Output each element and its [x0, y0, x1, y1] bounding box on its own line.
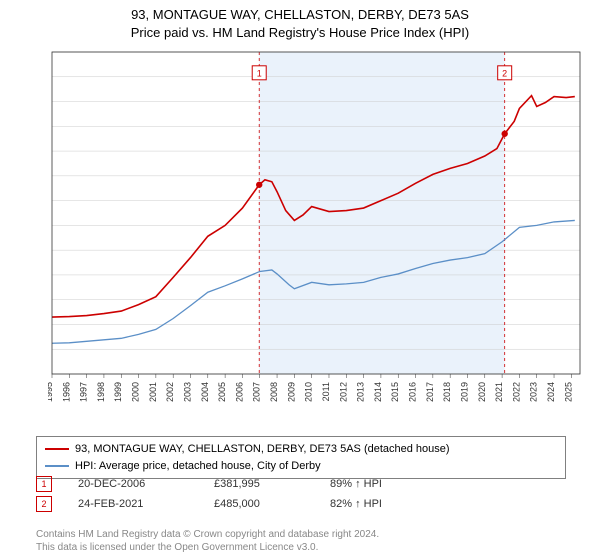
legend: 93, MONTAGUE WAY, CHELLASTON, DERBY, DE7…: [36, 436, 566, 479]
x-tick-label: 2002: [165, 382, 175, 402]
x-tick-label: 2021: [494, 382, 504, 402]
x-tick-label: 2015: [390, 382, 400, 402]
footnote-line2: This data is licensed under the Open Gov…: [36, 541, 379, 554]
x-tick-label: 2009: [286, 382, 296, 402]
shaded-region: [259, 52, 504, 374]
title-line1: 93, MONTAGUE WAY, CHELLASTON, DERBY, DE7…: [0, 6, 600, 24]
legend-swatch: [45, 465, 69, 467]
sale-row-date: 20-DEC-2006: [78, 478, 188, 490]
x-tick-label: 2013: [356, 382, 366, 402]
x-tick-label: 2006: [234, 382, 244, 402]
x-tick-label: 2001: [148, 382, 158, 402]
x-tick-label: 1995: [48, 382, 54, 402]
sale-marker-dot: [501, 131, 507, 137]
chart: £0£50K£100K£150K£200K£250K£300K£350K£400…: [48, 48, 588, 418]
sale-row: 1 20-DEC-2006 £381,995 89% ↑ HPI: [36, 476, 566, 492]
x-tick-label: 1998: [96, 382, 106, 402]
x-tick-label: 2023: [529, 382, 539, 402]
x-tick-label: 1996: [61, 382, 71, 402]
sale-row-hpi: 82% ↑ HPI: [330, 498, 430, 510]
title-block: 93, MONTAGUE WAY, CHELLASTON, DERBY, DE7…: [0, 0, 600, 42]
x-tick-label: 2005: [217, 382, 227, 402]
sale-row-marker: 2: [36, 496, 52, 512]
legend-row: 93, MONTAGUE WAY, CHELLASTON, DERBY, DE7…: [45, 441, 557, 458]
x-tick-label: 2024: [546, 382, 556, 402]
x-tick-label: 2019: [459, 382, 469, 402]
sale-row-hpi: 89% ↑ HPI: [330, 478, 430, 490]
sale-rows: 1 20-DEC-2006 £381,995 89% ↑ HPI 2 24-FEB-202…: [36, 476, 566, 516]
x-tick-label: 2017: [425, 382, 435, 402]
sale-row-date: 24-FEB-2021: [78, 498, 188, 510]
sale-marker-dot: [256, 182, 262, 188]
figure: 93, MONTAGUE WAY, CHELLASTON, DERBY, DE7…: [0, 0, 600, 560]
sale-row-price: £381,995: [214, 478, 304, 490]
legend-row: HPI: Average price, detached house, City…: [45, 458, 557, 475]
footnote-line1: Contains HM Land Registry data © Crown c…: [36, 528, 379, 541]
sale-marker-id: 2: [502, 68, 507, 78]
legend-swatch: [45, 448, 69, 450]
x-tick-label: 2014: [373, 382, 383, 402]
x-tick-label: 2008: [269, 382, 279, 402]
x-tick-label: 2012: [338, 382, 348, 402]
x-tick-label: 2003: [182, 382, 192, 402]
x-tick-label: 2010: [304, 382, 314, 402]
x-tick-label: 2004: [200, 382, 210, 402]
x-tick-label: 2007: [252, 382, 262, 402]
x-tick-label: 2011: [321, 382, 331, 401]
x-tick-label: 2022: [511, 382, 521, 402]
x-tick-label: 1999: [113, 382, 123, 402]
sale-marker-id: 1: [257, 68, 262, 78]
legend-text: 93, MONTAGUE WAY, CHELLASTON, DERBY, DE7…: [75, 441, 450, 458]
x-tick-label: 1997: [79, 382, 89, 402]
sale-row-marker: 1: [36, 476, 52, 492]
x-tick-label: 2025: [563, 382, 573, 402]
x-tick-label: 2000: [131, 382, 141, 402]
x-tick-label: 2020: [477, 382, 487, 402]
legend-text: HPI: Average price, detached house, City…: [75, 458, 321, 475]
sale-row-price: £485,000: [214, 498, 304, 510]
footnote: Contains HM Land Registry data © Crown c…: [36, 528, 379, 554]
x-tick-label: 2016: [408, 382, 418, 402]
x-tick-label: 2018: [442, 382, 452, 402]
title-line2: Price paid vs. HM Land Registry's House …: [0, 24, 600, 42]
sale-row: 2 24-FEB-2021 £485,000 82% ↑ HPI: [36, 496, 566, 512]
